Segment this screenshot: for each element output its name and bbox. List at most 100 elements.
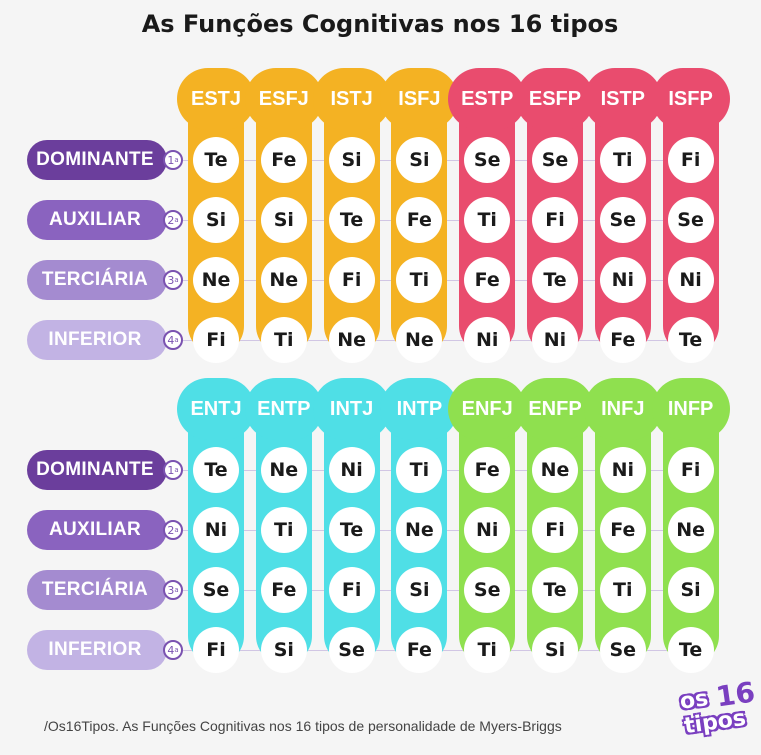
ordinal-number: 3 [167,583,175,597]
row-label-inferior: INFERIOR [27,320,167,360]
function-cell: Fi [667,137,714,183]
function-cell: Ne [260,447,307,493]
function-cell: Ni [193,507,239,553]
ordinal-suffix: a [174,276,179,284]
function-cell: Ni [328,447,375,493]
function-cell: Fe [396,197,443,243]
function-cell: Ne [396,507,443,553]
function-cell: Se [464,137,511,183]
function-cell: Fe [260,567,307,613]
function-cell: Te [667,627,714,673]
function-cell: Ni [599,447,646,493]
function-cell: Fi [328,257,375,303]
function-cell: Ti [599,567,646,613]
type-header: ENFJ [448,378,527,440]
function-cell: Ni [599,257,646,303]
ordinal-number: 2 [167,523,175,537]
function-cell: Te [532,257,578,303]
type-header: INTP [380,378,459,440]
ordinal-number: 1 [167,463,175,477]
function-cell: Fi [193,627,239,673]
function-cell: Se [667,197,714,243]
function-cell: Si [260,627,307,673]
function-cell: Fi [328,567,375,613]
function-cell: Ti [260,317,307,363]
function-cell: Te [532,567,578,613]
function-cell: Si [532,627,578,673]
function-cell: Ni [532,317,578,363]
function-cell: Ti [464,197,511,243]
function-cell: Si [396,567,443,613]
ordinal-suffix: a [174,466,179,474]
function-cell: Ti [396,257,443,303]
function-cell: Ni [464,507,511,553]
ordinal-suffix: a [174,586,179,594]
type-header: ISFJ [380,68,459,130]
type-header: ESTJ [177,68,255,130]
function-cell: Ti [260,507,307,553]
function-cell: Fi [193,317,239,363]
ordinal-suffix: a [174,336,179,344]
ordinal-number: 2 [167,213,175,227]
page-title: As Funções Cognitivas nos 16 tipos [141,10,619,38]
type-header: ESTP [448,68,527,130]
function-cell: Te [193,137,239,183]
ordinal-number: 1 [167,153,175,167]
function-cell: Se [464,567,511,613]
type-header: INFP [651,378,730,440]
function-cell: Si [667,567,714,613]
function-cell: Ne [532,447,578,493]
function-cell: Si [396,137,443,183]
ordinal-number: 4 [167,643,175,657]
ordinal-suffix: a [174,646,179,654]
row-label-dominante: DOMINANTE [27,140,167,180]
ordinal-number: 4 [167,333,175,347]
function-cell: Fi [532,507,578,553]
type-header: ESFP [516,68,594,130]
ordinal-suffix: a [174,216,179,224]
function-cell: Fe [464,257,511,303]
function-cell: Te [667,317,714,363]
function-cell: Fe [599,317,646,363]
function-cell: Ti [464,627,511,673]
function-cell: Ne [667,507,714,553]
row-label-terciária: TERCIÁRIA [27,570,167,610]
function-cell: Se [599,197,646,243]
function-cell: Ni [464,317,511,363]
function-cell: Te [328,507,375,553]
function-cell: Ni [667,257,714,303]
ordinal-suffix: a [174,526,179,534]
function-cell: Ne [260,257,307,303]
type-header: ISFP [651,68,730,130]
type-header: INTJ [312,378,391,440]
function-cell: Te [193,447,239,493]
row-label-inferior: INFERIOR [27,630,167,670]
function-cell: Ti [599,137,646,183]
function-cell: Fe [464,447,511,493]
function-cell: Fi [667,447,714,493]
ordinal-suffix: a [174,156,179,164]
function-cell: Fe [260,137,307,183]
type-header: ISTP [583,68,662,130]
row-label-terciária: TERCIÁRIA [27,260,167,300]
function-cell: Si [193,197,239,243]
function-cell: Se [328,627,375,673]
footer-caption: /Os16Tipos. As Funções Cognitivas nos 16… [44,718,562,734]
function-cell: Fe [599,507,646,553]
function-cell: Ne [328,317,375,363]
function-cell: Ti [396,447,443,493]
function-cell: Si [260,197,307,243]
os16tipos-logo: os 16 tipos [677,675,757,740]
function-cell: Se [193,567,239,613]
type-header: ENTJ [177,378,255,440]
type-header: ENTP [244,378,323,440]
type-header: ESFJ [244,68,323,130]
function-cell: Fe [396,627,443,673]
function-cell: Se [532,137,578,183]
